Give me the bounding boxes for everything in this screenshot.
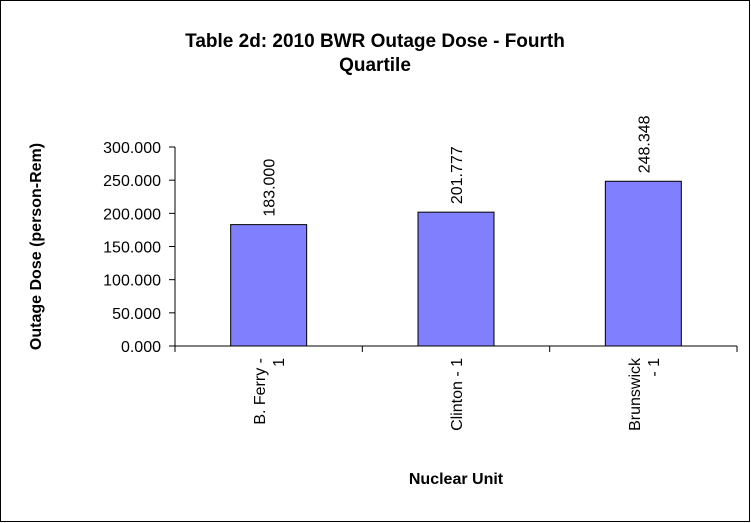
data-label: 183.000 <box>262 159 279 217</box>
y-tick-label: 50.000 <box>112 306 161 323</box>
x-tick-label: B. Ferry -1 <box>252 358 288 425</box>
y-tick-label: 0.000 <box>121 339 161 356</box>
y-tick-label: 200.000 <box>103 206 161 223</box>
y-axis-title: Outage Dose (person-Rem) <box>28 143 45 350</box>
x-tick-label: Brunswick - 1 <box>627 357 663 431</box>
y-tick-label: 300.000 <box>103 140 161 157</box>
chart-title: Table 2d: 2010 BWR Outage Dose - Fourth Q… <box>185 31 565 76</box>
data-label: 201.777 <box>449 146 466 204</box>
x-tick-label: Clinton - 1 <box>449 358 466 431</box>
y-tick-label: 100.000 <box>103 273 161 290</box>
y-tick-label: 250.000 <box>103 173 161 190</box>
x-tick-label-group: B. Ferry -1 <box>252 358 288 425</box>
bar <box>230 224 308 347</box>
bar <box>604 180 682 347</box>
y-tick-label: 150.000 <box>103 240 161 257</box>
x-axis-title: Nuclear Unit <box>409 471 504 488</box>
x-tick-label-group: Clinton - 1 <box>449 358 466 431</box>
data-label: 248.348 <box>636 115 653 173</box>
bar <box>417 211 495 347</box>
x-tick-label-group: Brunswick - 1 <box>627 357 663 431</box>
